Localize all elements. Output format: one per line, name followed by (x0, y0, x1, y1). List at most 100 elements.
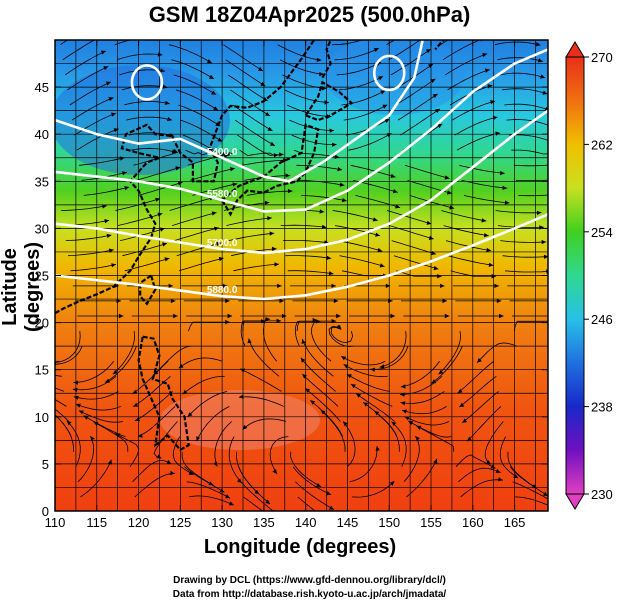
streamline (331, 40, 364, 46)
streamline-arrow (425, 49, 431, 54)
streamline-arrow (550, 319, 555, 323)
streamline-arrow (557, 177, 562, 181)
streamline (494, 41, 541, 46)
colorbar-top-arrow (565, 41, 585, 58)
streamline-arrow (504, 200, 510, 205)
streamline-arrow (543, 491, 548, 496)
contour-line (55, 40, 424, 183)
streamline (284, 89, 330, 103)
streamline (240, 481, 274, 511)
streamline (463, 195, 510, 204)
streamline (114, 40, 133, 46)
streamline-arrow (276, 318, 282, 324)
low-contour (130, 64, 164, 101)
streamline-arrow (164, 257, 170, 262)
streamline-arrow (164, 100, 170, 105)
streamline-arrow (319, 209, 325, 214)
streamline (64, 50, 106, 76)
streamline-arrow (242, 425, 248, 430)
streamline (233, 263, 279, 272)
streamline-arrow (316, 482, 321, 487)
streamline-arrow (239, 394, 244, 399)
x-tick-label: 130 (211, 515, 233, 530)
streamline-arrow (170, 298, 176, 304)
streamline-arrow (431, 379, 437, 384)
streamline-arrow (440, 283, 445, 288)
streamline (334, 225, 381, 237)
streamline-arrow (222, 283, 228, 288)
streamline (461, 180, 508, 189)
streamline-arrow (112, 369, 118, 375)
streamline (169, 44, 213, 64)
streamline (287, 270, 334, 275)
x-tick-label: 120 (128, 515, 150, 530)
streamline-arrow (274, 262, 279, 267)
streamline-arrow (424, 34, 429, 38)
streamline-arrow (477, 358, 482, 363)
streamline (337, 240, 383, 252)
streamline-arrow (155, 197, 161, 202)
x-tick-label: 115 (86, 515, 107, 530)
streamline-arrow (132, 389, 138, 394)
streamline-arrow (19, 358, 24, 362)
streamline (430, 345, 463, 384)
streamline (441, 210, 487, 222)
streamline-arrow (78, 410, 84, 415)
streamline (180, 119, 223, 143)
streamline-arrow (269, 231, 275, 236)
streamline (346, 373, 391, 392)
streamline-arrow (494, 283, 499, 288)
streamline-arrow (372, 217, 378, 222)
y-tick-label: 15 (35, 363, 49, 378)
contour-label: 5700.0 (207, 238, 238, 249)
streamline (514, 496, 548, 506)
streamline (518, 194, 548, 197)
streamline (55, 399, 67, 407)
streamline-arrow (171, 149, 177, 154)
streamline-arrow (321, 224, 327, 229)
streamline-arrow (326, 491, 332, 496)
streamline (389, 225, 434, 240)
streamline (504, 103, 548, 111)
streamline (171, 212, 217, 226)
streamline-arrow (73, 395, 79, 400)
streamline-arrow (217, 137, 223, 142)
streamline (135, 166, 181, 181)
y-tick-label: 30 (35, 221, 49, 236)
x-tick-label: 135 (253, 515, 275, 530)
streamline-arrow (267, 216, 272, 221)
streamline (447, 69, 490, 91)
streamline-arrow (93, 421, 99, 426)
streamline-arrow (442, 298, 447, 304)
colorbar-tick-label: 270 (591, 50, 613, 65)
streamline-arrow (549, 284, 554, 288)
y-axis-label: Latitude (degrees) (0, 241, 44, 333)
cold-pool-east (325, 40, 465, 115)
streamline-arrow (432, 93, 438, 99)
streamline-arrow (428, 64, 434, 69)
streamline-arrow (288, 188, 293, 194)
streamline-arrow (270, 141, 275, 146)
streamline-arrow (98, 35, 103, 39)
streamline (513, 164, 548, 167)
streamline (355, 195, 401, 208)
streamline-arrow (535, 42, 541, 47)
x-tick-label: 160 (462, 515, 484, 530)
streamline-arrow (100, 50, 106, 55)
streamline-arrow (536, 210, 542, 215)
streamline-arrow (166, 460, 172, 464)
streamline-arrow (459, 402, 465, 407)
streamline-arrow (551, 299, 556, 303)
streamline-arrow (105, 378, 110, 383)
streamline (171, 59, 215, 80)
streamline (280, 224, 327, 228)
streamline-arrow (379, 263, 385, 268)
streamline (61, 205, 107, 211)
streamline (297, 496, 316, 511)
streamline (458, 467, 501, 483)
streamline (350, 164, 396, 178)
streamline-arrow (173, 313, 178, 319)
streamline-arrow (400, 384, 406, 389)
streamline-arrow (447, 190, 452, 195)
x-tick-label: 165 (504, 515, 526, 530)
